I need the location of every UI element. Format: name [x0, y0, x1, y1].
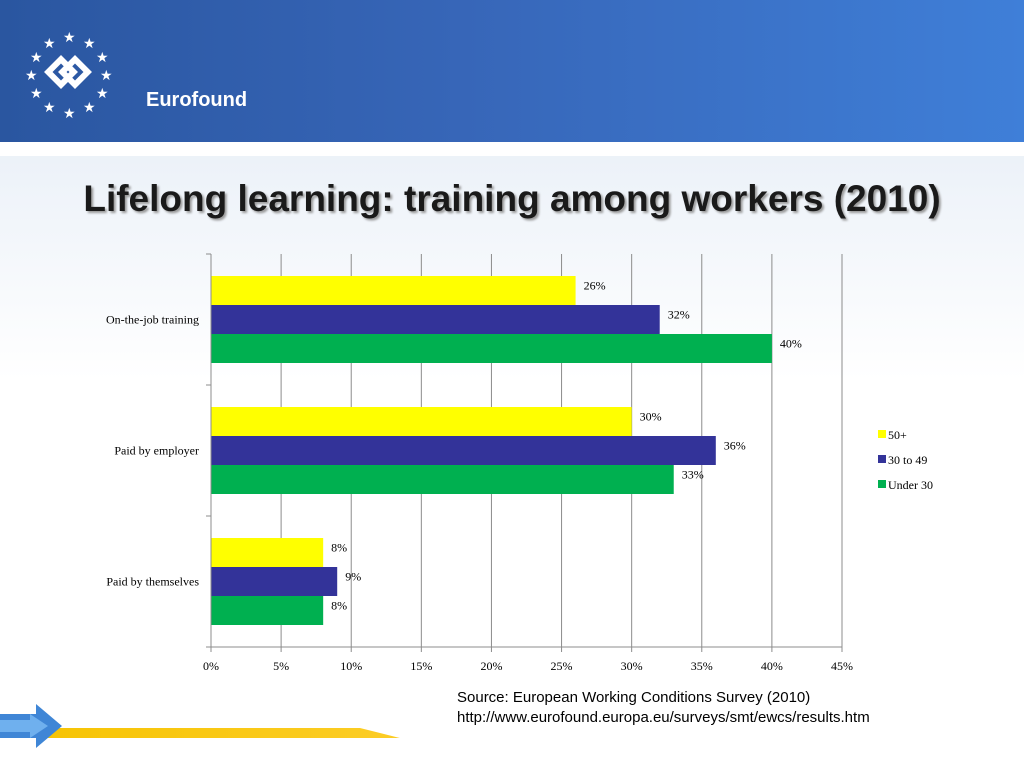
- training-bar-chart: 26% 32% 40% 30% 36% 33% 8% 9% 8% 0% 5% 10% 15% 20% 25…: [106, 253, 933, 673]
- header-band: [0, 0, 1024, 142]
- category-label: On-the-job training: [106, 313, 199, 327]
- bar: [211, 334, 772, 363]
- bar: [211, 276, 576, 305]
- x-tick-label: 35%: [691, 659, 713, 673]
- data-label: 8%: [331, 541, 347, 555]
- data-label: 36%: [724, 439, 746, 453]
- arrow-right-icon: [0, 704, 62, 748]
- legend-label: Under 30: [888, 478, 933, 492]
- x-tick-label: 25%: [551, 659, 573, 673]
- data-label: 8%: [331, 599, 347, 613]
- data-label: 32%: [668, 308, 690, 322]
- svg-text:★: ★: [30, 51, 43, 66]
- eu-stars-logo-icon: ★ ★ ★ ★ ★ ★ ★ ★ ★ ★ ★ ★: [25, 31, 113, 122]
- legend-swatch: [878, 455, 886, 463]
- data-labels: 26% 32% 40% 30% 36% 33% 8% 9% 8%: [331, 279, 802, 613]
- svg-text:★: ★: [43, 37, 56, 52]
- x-tick-label: 30%: [621, 659, 643, 673]
- source-url: http://www.eurofound.europa.eu/surveys/s…: [457, 709, 870, 726]
- eurofound-logo: ★ ★ ★ ★ ★ ★ ★ ★ ★ ★ ★ ★ Eurofound: [22, 28, 247, 122]
- data-label: 9%: [345, 570, 361, 584]
- bar: [211, 596, 324, 625]
- svg-text:★: ★: [63, 31, 76, 46]
- svg-text:★: ★: [30, 87, 43, 102]
- legend-label: 30 to 49: [888, 453, 927, 467]
- x-tick-label: 0%: [203, 659, 219, 673]
- source-note: Source: European Working Conditions Surv…: [457, 688, 870, 728]
- footer-band-cut: [360, 728, 1024, 738]
- category-label: Paid by employer: [114, 444, 199, 458]
- bar: [211, 407, 632, 436]
- x-tick-label: 15%: [410, 659, 432, 673]
- category-label: Paid by themselves: [106, 575, 199, 589]
- bar: [211, 465, 674, 494]
- x-tick-label: 45%: [831, 659, 853, 673]
- svg-text:★: ★: [83, 37, 96, 52]
- legend-swatch: [878, 480, 886, 488]
- svg-text:★: ★: [96, 51, 109, 66]
- header-divider: [0, 142, 1024, 156]
- x-tick-label: 10%: [340, 659, 362, 673]
- logo-text: Eurofound: [146, 89, 248, 111]
- legend-label: 50+: [888, 428, 907, 442]
- svg-text:★: ★: [83, 101, 96, 116]
- bars: [211, 276, 772, 625]
- data-label: 40%: [780, 337, 802, 351]
- data-label: 26%: [584, 279, 606, 293]
- slide-title: Lifelong learning: training among worker…: [83, 178, 941, 219]
- bar: [211, 567, 338, 596]
- legend: 50+ 30 to 49 Under 30: [878, 428, 933, 492]
- bar: [211, 305, 660, 334]
- svg-text:★: ★: [96, 87, 109, 102]
- data-label: 33%: [682, 468, 704, 482]
- axes: 0% 5% 10% 15% 20% 25% 30% 35% 40% 45% On-the-job t…: [106, 253, 853, 673]
- data-label: 30%: [640, 410, 662, 424]
- bar: [211, 436, 716, 465]
- x-tick-label: 5%: [273, 659, 289, 673]
- source-line-1: Source: European Working Conditions Surv…: [457, 689, 811, 706]
- svg-text:★: ★: [63, 107, 76, 120]
- svg-text:★: ★: [100, 69, 113, 84]
- bar: [211, 538, 324, 567]
- svg-text:★: ★: [25, 69, 38, 84]
- x-tick-label: 20%: [480, 659, 502, 673]
- svg-text:★: ★: [43, 101, 56, 116]
- legend-swatch: [878, 430, 886, 438]
- x-tick-label: 40%: [761, 659, 783, 673]
